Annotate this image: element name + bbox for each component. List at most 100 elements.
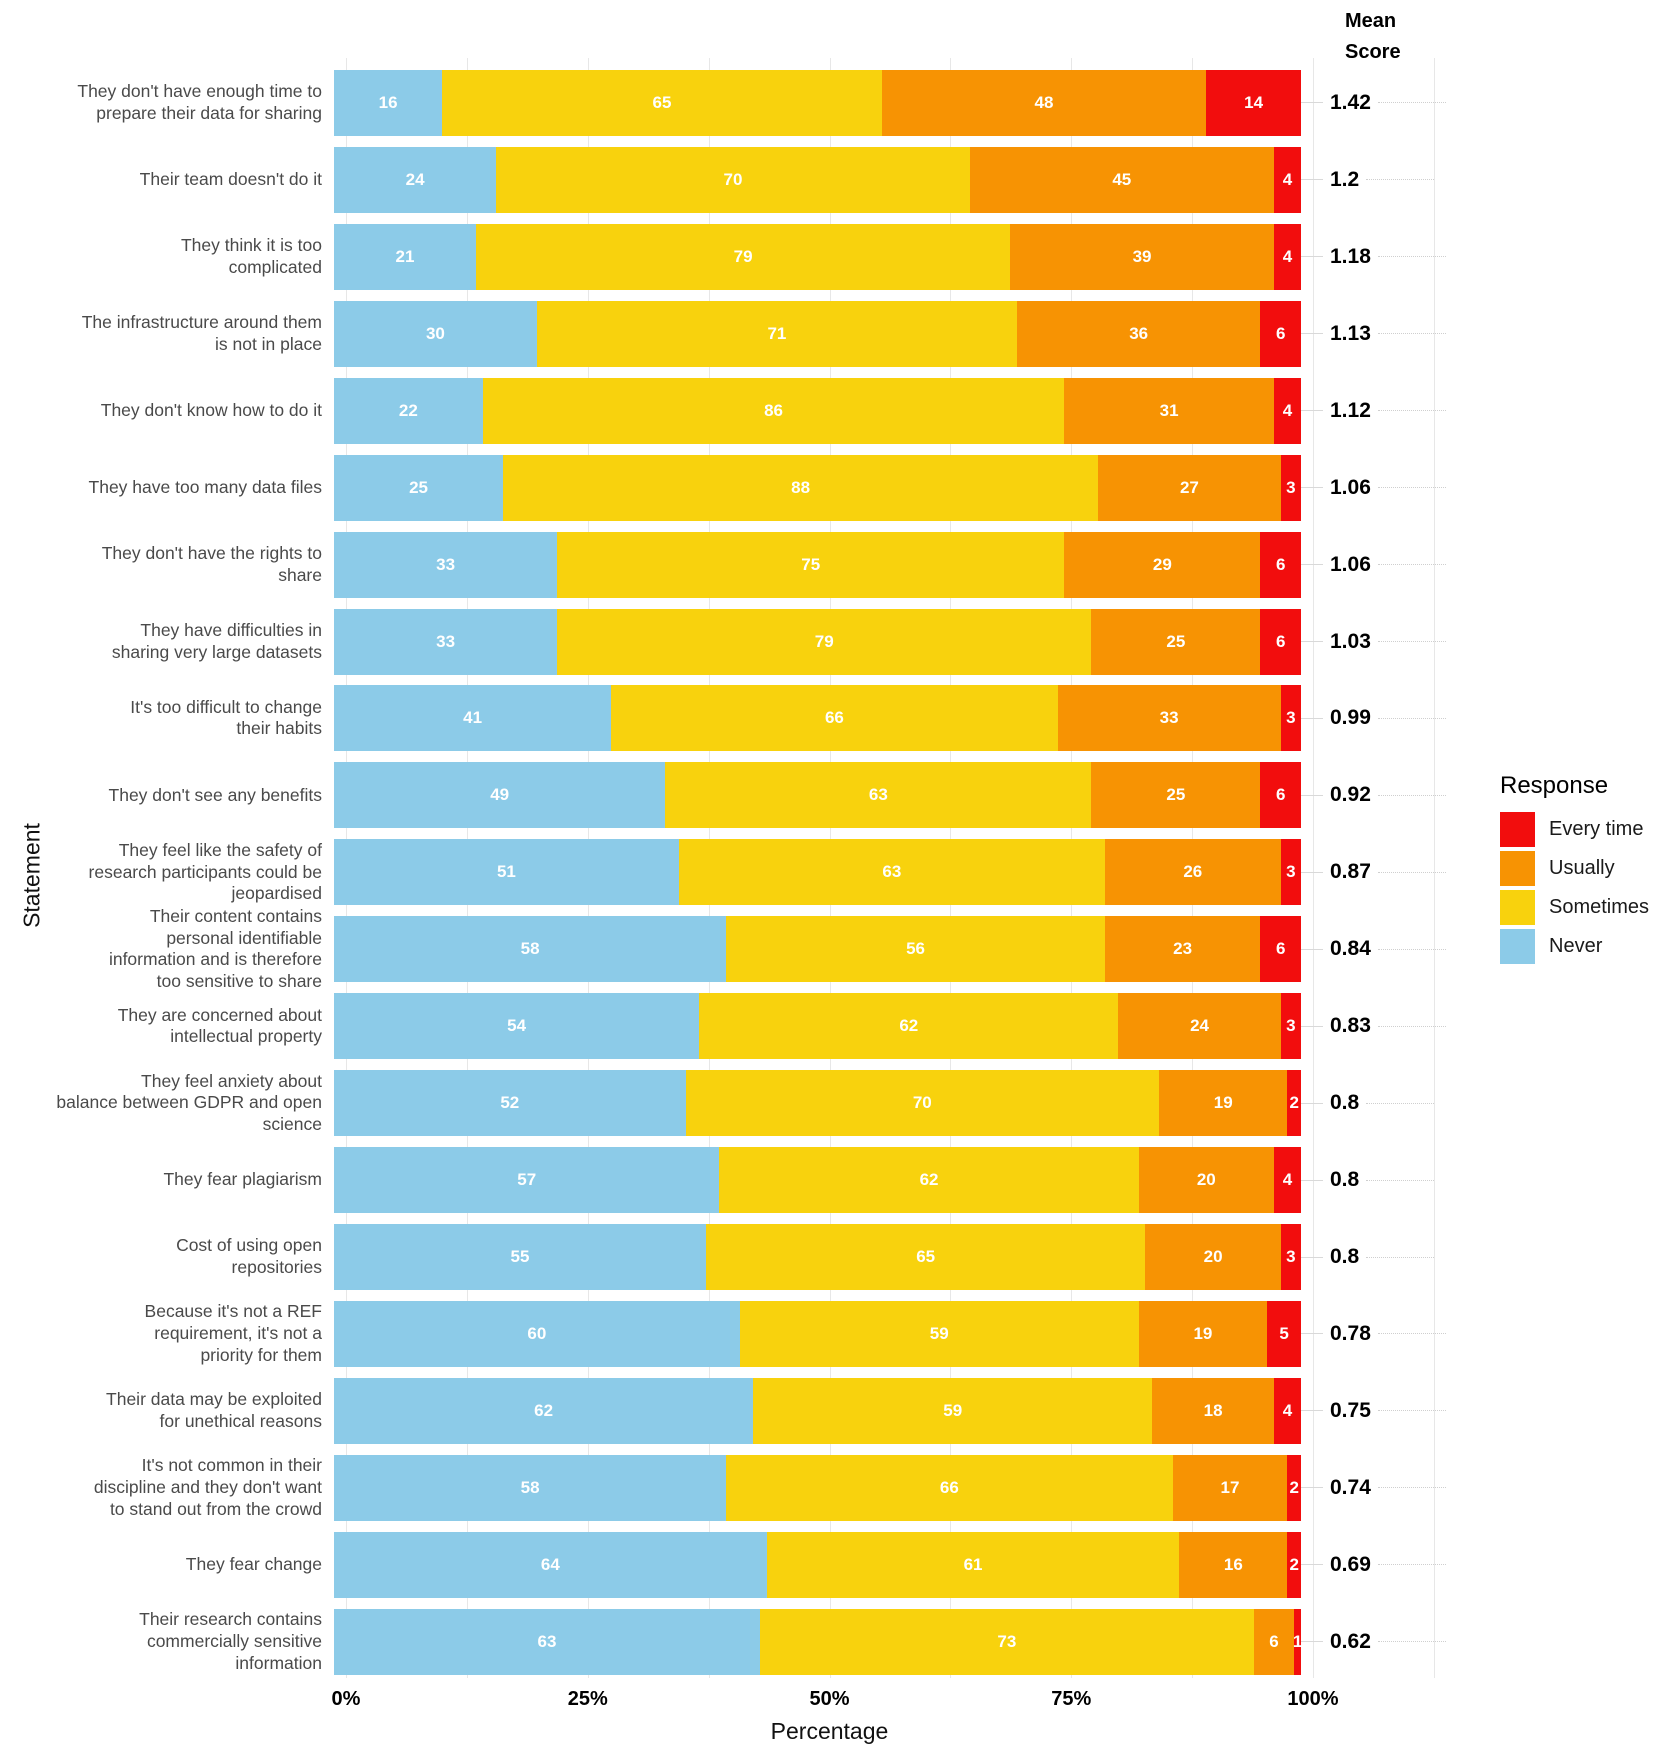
stacked-bar: 30 71 36 6 — [334, 300, 1301, 367]
legend-item: Usually — [1500, 851, 1649, 886]
bar-segment-never: 58 — [334, 916, 727, 983]
bar-segment-sometimes: 62 — [699, 993, 1119, 1060]
bar-segment-usually: 17 — [1172, 1454, 1288, 1521]
bar-segment-never: 63 — [334, 1608, 761, 1675]
mean-dotted-line — [1366, 1102, 1435, 1104]
legend-swatch — [1500, 851, 1535, 886]
segment-value: 33 — [436, 631, 456, 651]
bar-segment-every-time: 6 — [1260, 608, 1301, 675]
segment-value: 54 — [507, 1016, 527, 1036]
statement-label: It's too difficult to change their habit… — [130, 696, 322, 739]
stacked-bar: 52 70 19 2 — [334, 1070, 1301, 1137]
mean-dotted-line — [1377, 871, 1446, 873]
legend-item: Every time — [1500, 812, 1649, 847]
legend-label: Usually — [1549, 857, 1615, 879]
mean-tick-line — [1301, 256, 1323, 258]
mean-dotted-line — [1377, 1641, 1446, 1643]
segment-value: 41 — [463, 708, 483, 728]
stacked-bar: 58 66 17 2 — [334, 1454, 1301, 1521]
segment-value: 31 — [1159, 400, 1179, 420]
segment-value: 79 — [733, 246, 753, 266]
stacked-bar: 62 59 18 4 — [334, 1377, 1301, 1444]
mean-score: 0.8 — [1330, 1091, 1360, 1115]
segment-value: 66 — [824, 708, 844, 728]
segment-value: 6 — [1269, 1631, 1279, 1651]
bar-segment-never: 33 — [334, 608, 558, 675]
bar-segment-never: 54 — [334, 993, 700, 1060]
mean-score-cell: 1.13 — [1301, 295, 1654, 372]
statement-label: Because it's not a REF requirement, it's… — [144, 1301, 322, 1365]
statement-label: They have difficulties in sharing very l… — [111, 619, 322, 662]
mean-score: 0.69 — [1330, 1552, 1371, 1576]
x-tick-label: 75% — [1051, 1688, 1092, 1710]
segment-value: 20 — [1203, 1247, 1223, 1267]
mean-score: 1.13 — [1330, 321, 1371, 345]
stacked-bar: 21 79 39 4 — [334, 223, 1301, 290]
bar-segment-every-time: 2 — [1287, 1070, 1301, 1137]
bar-segment-sometimes: 75 — [557, 531, 1065, 598]
mean-dotted-line — [1377, 1025, 1446, 1027]
mean-tick-line — [1301, 102, 1323, 104]
segment-value: 18 — [1203, 1400, 1223, 1420]
segment-value: 4 — [1282, 400, 1293, 420]
bar-segment-never: 60 — [334, 1300, 740, 1367]
bar-segment-never: 49 — [334, 762, 666, 829]
bar-segment-sometimes: 56 — [726, 916, 1105, 983]
mean-score-cell: 0.75 — [1301, 1372, 1654, 1449]
bar-segment-sometimes: 62 — [719, 1147, 1139, 1214]
bar-segment-sometimes: 71 — [536, 300, 1017, 367]
mean-dotted-line — [1377, 717, 1446, 719]
x-axis-label: Percentage — [770, 1718, 889, 1744]
mean-tick-line — [1301, 871, 1323, 873]
bar-segment-never: 25 — [334, 454, 504, 521]
segment-value: 62 — [899, 1016, 919, 1036]
segment-value: 71 — [767, 323, 787, 343]
segment-value: 58 — [520, 939, 540, 959]
segment-value: 3 — [1286, 708, 1296, 728]
mean-score: 1.2 — [1330, 167, 1360, 191]
mean-tick-line — [1301, 487, 1323, 489]
bar-segment-every-time: 6 — [1260, 300, 1301, 367]
segment-value: 59 — [929, 1323, 949, 1343]
bar-segment-sometimes: 66 — [726, 1454, 1173, 1521]
mean-score: 0.74 — [1330, 1475, 1371, 1499]
mean-score: 0.87 — [1330, 860, 1371, 884]
stacked-bar: 64 61 16 2 — [334, 1531, 1301, 1598]
bar-row: Their data may be exploited for unethica… — [0, 1372, 1654, 1449]
bar-row: They feel anxiety about balance between … — [0, 1065, 1654, 1142]
bar-segment-never: 22 — [334, 377, 483, 444]
statement-label: The infrastructure around them is not in… — [81, 312, 322, 354]
bar-segment-every-time: 1 — [1293, 1608, 1302, 1675]
mean-score-cell: 0.99 — [1301, 680, 1654, 757]
bar-segment-never: 57 — [334, 1147, 720, 1214]
segment-value: 24 — [1190, 1016, 1209, 1036]
legend-items: Every time Usually Sometimes Never — [1500, 812, 1649, 964]
segment-value: 3 — [1286, 477, 1296, 497]
bar-segment-every-time: 14 — [1206, 69, 1301, 136]
segment-value: 70 — [723, 169, 743, 189]
segment-value: 79 — [814, 631, 834, 651]
segment-value: 3 — [1286, 1247, 1296, 1267]
bar-segment-every-time: 3 — [1280, 454, 1301, 521]
bar-segment-never: 16 — [334, 69, 443, 136]
bar-segment-never: 62 — [334, 1377, 754, 1444]
stacked-bar: 22 86 31 4 — [334, 377, 1301, 444]
segment-value: 6 — [1275, 323, 1286, 343]
mean-dotted-line — [1366, 1256, 1435, 1258]
bar-row: They think it is too complicated 21 79 39 4 1… — [0, 218, 1654, 295]
segment-value: 75 — [801, 554, 821, 574]
bar-row: Their research contains commercially sen… — [0, 1603, 1654, 1680]
legend-title: Response — [1500, 772, 1609, 799]
mean-score-cell: 0.69 — [1301, 1526, 1654, 1603]
statement-label: It's not common in their discipline and … — [93, 1455, 322, 1519]
stacked-bar: 24 70 45 4 — [334, 146, 1301, 213]
segment-value: 33 — [1159, 708, 1179, 728]
mean-dotted-line — [1377, 1410, 1446, 1412]
mean-dotted-line — [1377, 333, 1446, 335]
mean-tick-line — [1301, 333, 1323, 335]
legend-item: Sometimes — [1500, 890, 1649, 925]
segment-value: 63 — [868, 785, 888, 805]
segment-value: 63 — [537, 1631, 557, 1651]
bar-segment-usually: 18 — [1152, 1377, 1274, 1444]
bar-segment-sometimes: 79 — [476, 223, 1011, 290]
